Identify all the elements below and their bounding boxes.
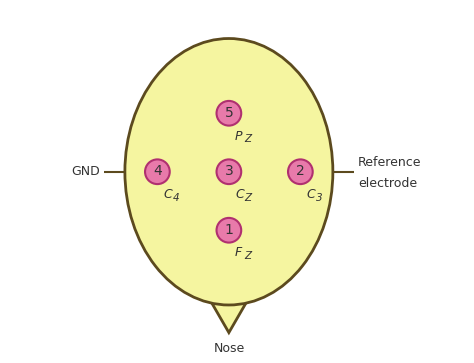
Text: C: C (307, 188, 315, 201)
Text: 3: 3 (316, 193, 322, 203)
Text: Z: Z (244, 134, 251, 144)
Circle shape (217, 159, 241, 184)
Circle shape (217, 218, 241, 242)
Text: Z: Z (244, 251, 251, 261)
Text: 2: 2 (296, 164, 305, 178)
Circle shape (288, 159, 313, 184)
Text: C: C (235, 188, 244, 201)
Text: P: P (235, 130, 243, 143)
Text: 4: 4 (173, 193, 179, 203)
Circle shape (145, 159, 170, 184)
Text: electrode: electrode (358, 177, 417, 189)
Text: Nose: Nose (213, 342, 245, 355)
Text: Z: Z (244, 193, 251, 203)
Text: 3: 3 (225, 164, 233, 178)
Text: C: C (164, 188, 173, 201)
Text: 4: 4 (153, 164, 162, 178)
Text: 1: 1 (224, 223, 233, 237)
Text: GND: GND (71, 165, 100, 178)
Circle shape (217, 101, 241, 126)
Ellipse shape (125, 38, 333, 305)
Text: Reference: Reference (358, 156, 422, 169)
Text: 5: 5 (225, 106, 233, 120)
Text: F: F (235, 246, 242, 260)
Polygon shape (212, 303, 246, 333)
